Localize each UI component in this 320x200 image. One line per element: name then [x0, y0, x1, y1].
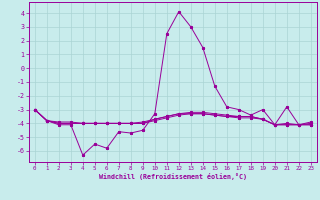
X-axis label: Windchill (Refroidissement éolien,°C): Windchill (Refroidissement éolien,°C) [99, 173, 247, 180]
